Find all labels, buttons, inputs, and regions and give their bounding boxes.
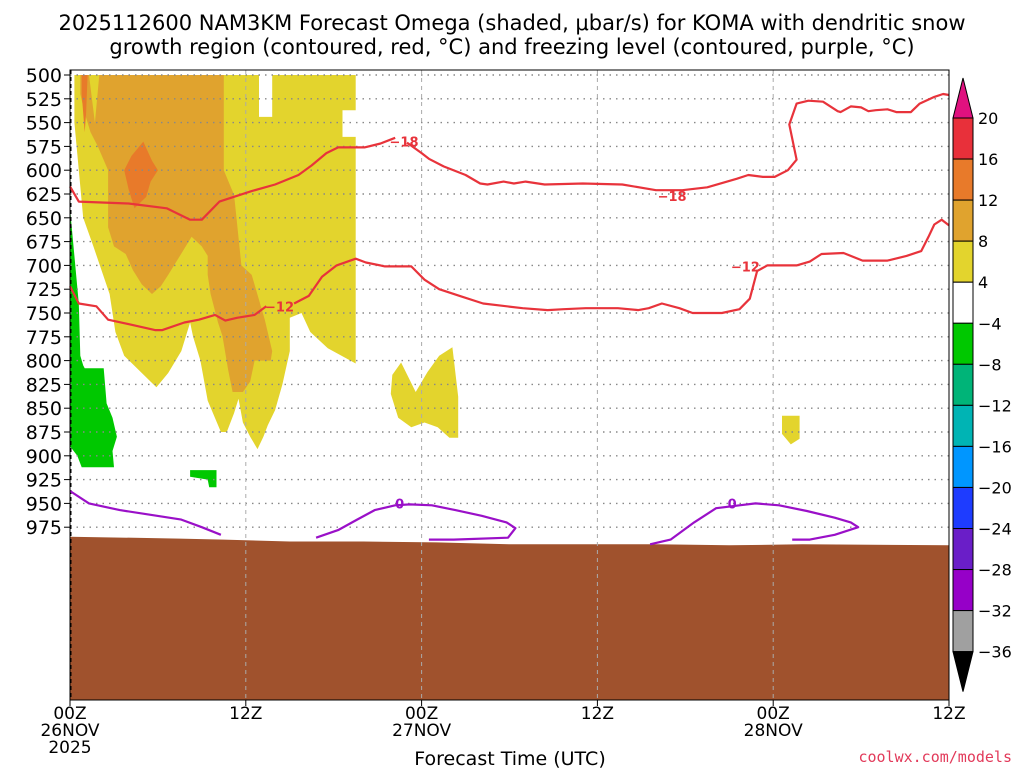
x-tick-label: 12Z xyxy=(229,704,262,724)
chart-title-line1: 2025112600 NAM3KM Forecast Omega (shaded… xyxy=(58,11,965,35)
x-tick-label: 00Z xyxy=(53,704,86,724)
colorbar-label: −12 xyxy=(978,396,1012,415)
y-tick-label: 725 xyxy=(26,279,62,301)
y-tick-label: 600 xyxy=(26,160,62,182)
x-tick-label: 12Z xyxy=(581,704,614,724)
colorbar-bin xyxy=(952,486,974,530)
y-tick-label: 550 xyxy=(26,113,62,135)
omega-orange-dark-2 xyxy=(124,141,158,209)
y-tick-label: 775 xyxy=(26,327,62,349)
snow-contour-lower-mid xyxy=(293,257,784,315)
colorbar-bin xyxy=(952,281,974,324)
plot-frame xyxy=(69,69,950,701)
colorbar-label: −32 xyxy=(978,602,1012,621)
y-tick-label: 925 xyxy=(26,470,62,492)
colorbar-label: 4 xyxy=(978,273,988,292)
omega-green-small xyxy=(190,470,217,488)
contour-label: 0 xyxy=(728,497,737,512)
ground-layer xyxy=(70,536,949,700)
contour-labels: −18 −18 −12 −12 0 0 xyxy=(265,136,760,513)
y-tick-label: 575 xyxy=(26,136,62,158)
colorbar-label: −24 xyxy=(978,520,1012,539)
colorbar-label: 12 xyxy=(978,191,998,210)
freezing-contour-left xyxy=(69,490,222,536)
x-tick-label: 28NOV xyxy=(744,721,803,741)
y-tick-label: 825 xyxy=(26,374,62,396)
snow-contour-upper xyxy=(69,136,396,221)
omega-orange-light xyxy=(80,75,273,392)
x-tick-label: 2025 xyxy=(48,738,91,758)
colorbar-bin xyxy=(952,569,974,612)
x-axis-title: Forecast Time (UTC) xyxy=(414,748,605,768)
colorbar-label: −16 xyxy=(978,437,1012,456)
x-tick-label: 12Z xyxy=(932,704,965,724)
y-tick-label: 675 xyxy=(26,232,62,254)
colorbar-label: 16 xyxy=(978,150,998,169)
snow-contour-lower-right xyxy=(783,218,950,267)
chart-title-line2: growth region (contoured, red, °C) and f… xyxy=(109,35,914,59)
contour-label: −12 xyxy=(731,260,760,275)
y-tick-label: 800 xyxy=(26,351,62,373)
colorbar-bin xyxy=(952,445,974,488)
shaded-omega-regions xyxy=(70,75,800,488)
colorbar-bin xyxy=(952,610,974,653)
x-tick-label: 27NOV xyxy=(392,721,451,741)
y-tick-label: 875 xyxy=(26,422,62,444)
colorbar-bottom-arrow xyxy=(952,651,974,692)
omega-yellow-mid xyxy=(390,347,459,438)
colorbar-label: −28 xyxy=(978,561,1012,580)
y-tick-label: 975 xyxy=(26,517,62,539)
y-tick-label: 750 xyxy=(26,303,62,325)
omega-yellow-small xyxy=(782,415,800,445)
credit-text: coolwx.com/models xyxy=(858,748,1012,766)
freezing-contour-right xyxy=(649,502,860,546)
y-axis: 5005255505756006256506757007257507758008… xyxy=(26,65,70,539)
y-tick-label: 650 xyxy=(26,208,62,230)
x-tick-label: 26NOV xyxy=(40,721,99,741)
contour-label: −12 xyxy=(265,300,294,315)
snow-contour-upper-right xyxy=(406,92,950,192)
y-tick-label: 950 xyxy=(26,493,62,515)
y-tick-label: 625 xyxy=(26,184,62,206)
colorbar-bin xyxy=(952,528,974,571)
colorbar-bin xyxy=(952,158,974,201)
colorbar-label: 8 xyxy=(978,232,988,251)
colorbar-bin xyxy=(952,363,974,406)
colorbar-label: −20 xyxy=(978,478,1012,497)
contour-label: −18 xyxy=(390,136,419,151)
x-tick-label: 00Z xyxy=(405,704,438,724)
colorbar-label: −36 xyxy=(978,643,1012,662)
y-tick-label: 850 xyxy=(26,398,62,420)
colorbar-bin xyxy=(952,404,974,447)
colorbar-label: −8 xyxy=(978,355,1002,374)
colorbar-label: −4 xyxy=(978,314,1002,333)
snow-contour-lower xyxy=(69,285,267,332)
y-tick-label: 500 xyxy=(26,65,62,87)
contour-lines xyxy=(69,92,950,546)
colorbar-top-arrow xyxy=(952,77,974,119)
colorbar: 20 16 12 8 4 −4 −8 −12 −16 −20 −24 −28 −32 −36 xyxy=(952,77,1012,692)
omega-yellow-hole xyxy=(259,75,273,117)
contour-label: 0 xyxy=(395,497,404,512)
y-tick-label: 525 xyxy=(26,89,62,111)
omega-orange-dark xyxy=(81,75,88,133)
y-tick-label: 700 xyxy=(26,255,62,277)
freezing-contour-mid xyxy=(315,503,517,541)
colorbar-bin xyxy=(952,117,974,160)
x-tick-label: 00Z xyxy=(757,704,790,724)
ground-profile xyxy=(70,536,949,700)
omega-green-tall xyxy=(70,208,117,468)
colorbar-label: 20 xyxy=(978,109,998,128)
colorbar-bin xyxy=(952,322,974,365)
colorbar-bin xyxy=(952,240,974,283)
colorbar-bin xyxy=(952,199,974,242)
contour-label: −18 xyxy=(658,190,687,205)
y-tick-label: 900 xyxy=(26,446,62,468)
grid-lines xyxy=(70,70,949,700)
